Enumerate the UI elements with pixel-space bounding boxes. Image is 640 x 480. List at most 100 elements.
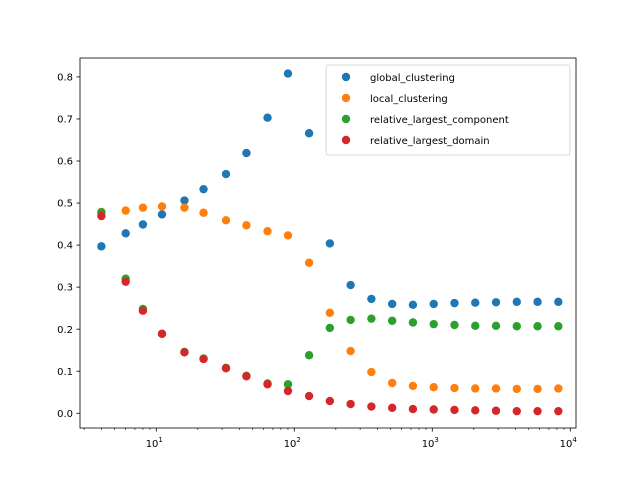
x-tick-label: 102	[284, 436, 301, 450]
data-point	[283, 386, 293, 396]
y-tick-label: 0.1	[57, 367, 73, 378]
y-tick-label: 0.7	[57, 115, 73, 126]
y-tick-label: 0.5	[57, 199, 73, 210]
data-point	[283, 69, 293, 78]
data-point	[180, 203, 189, 212]
data-point	[346, 346, 355, 356]
series-relative-largest-domain	[97, 211, 563, 416]
data-point	[242, 221, 251, 230]
data-point	[408, 318, 418, 327]
data-point	[121, 229, 130, 238]
data-point	[304, 351, 314, 360]
data-point	[199, 208, 208, 217]
legend-marker	[341, 114, 351, 124]
legend-marker	[341, 93, 351, 103]
legend-marker	[341, 135, 351, 145]
data-point	[97, 211, 106, 221]
data-point	[471, 384, 480, 393]
legend-label: local_clustering	[370, 94, 448, 105]
data-point	[367, 314, 376, 323]
data-point	[367, 367, 376, 377]
data-point	[429, 383, 438, 392]
data-point	[263, 227, 272, 236]
data-point	[491, 321, 501, 331]
data-point	[491, 298, 501, 307]
x-tick-label: 104	[560, 436, 578, 450]
data-point	[512, 297, 521, 307]
data-point	[429, 299, 438, 309]
data-point	[138, 203, 148, 212]
data-point	[408, 300, 418, 310]
data-point	[471, 298, 480, 307]
data-point	[512, 322, 521, 331]
data-point	[429, 405, 438, 414]
data-point	[346, 315, 355, 325]
data-point	[450, 383, 459, 393]
data-point	[221, 169, 231, 179]
legend: global_clustering local_clusteringrelativ…	[325, 64, 571, 156]
data-point	[367, 402, 376, 411]
data-point	[346, 280, 355, 290]
data-point	[429, 319, 438, 329]
data-point	[387, 299, 397, 309]
data-point	[242, 372, 251, 381]
y-tick-label: 0.0	[57, 409, 73, 420]
data-point	[471, 321, 480, 331]
data-point	[304, 258, 314, 267]
data-point	[157, 210, 167, 219]
y-tick-label: 0.2	[57, 325, 73, 336]
data-point	[263, 380, 272, 389]
data-point	[408, 381, 418, 391]
data-point	[491, 384, 501, 393]
data-point	[199, 184, 208, 194]
legend-box	[325, 64, 571, 156]
data-point	[157, 329, 167, 339]
data-point	[221, 364, 231, 373]
data-point	[491, 406, 501, 415]
data-point	[512, 384, 521, 394]
data-point	[450, 298, 459, 308]
y-axis: 0.0 0.1 0.2 0.3 0.4 0.5 0.6 0.7 0.8	[57, 73, 80, 420]
data-point	[533, 322, 542, 331]
data-point	[180, 196, 189, 205]
data-point	[325, 308, 335, 317]
data-point	[138, 306, 148, 315]
legend-label: relative_largest_component	[370, 115, 509, 126]
data-point	[221, 216, 231, 225]
data-point	[533, 297, 542, 307]
plot-border	[79, 57, 577, 429]
data-point	[471, 406, 480, 415]
data-point	[157, 202, 167, 211]
data-point	[121, 206, 130, 215]
data-point	[387, 403, 397, 413]
data-point	[325, 323, 335, 333]
data-point	[304, 129, 314, 138]
data-point	[450, 405, 459, 415]
data-point	[512, 406, 521, 416]
data-point	[554, 322, 563, 331]
legend-marker	[341, 72, 351, 82]
data-point	[325, 396, 335, 406]
data-point	[97, 242, 106, 251]
data-point	[554, 406, 563, 416]
data-point	[533, 406, 542, 416]
data-point	[533, 384, 542, 394]
y-tick-label: 0.8	[57, 73, 73, 84]
data-point	[387, 316, 397, 325]
legend-label: global_clustering	[370, 73, 455, 84]
y-tick-label: 0.6	[57, 157, 73, 168]
data-point	[304, 391, 314, 401]
legend-label: relative_largest_domain	[370, 136, 490, 147]
x-tick-label: 103	[422, 436, 439, 450]
data-point	[242, 148, 251, 158]
data-point	[346, 399, 355, 409]
y-tick-label: 0.3	[57, 283, 73, 294]
data-point	[263, 113, 272, 122]
series-global-clustering	[97, 69, 563, 310]
data-point	[408, 404, 418, 414]
data-point	[387, 378, 397, 388]
data-point	[450, 320, 459, 330]
y-tick-label: 0.4	[57, 241, 73, 252]
data-point	[554, 384, 563, 393]
